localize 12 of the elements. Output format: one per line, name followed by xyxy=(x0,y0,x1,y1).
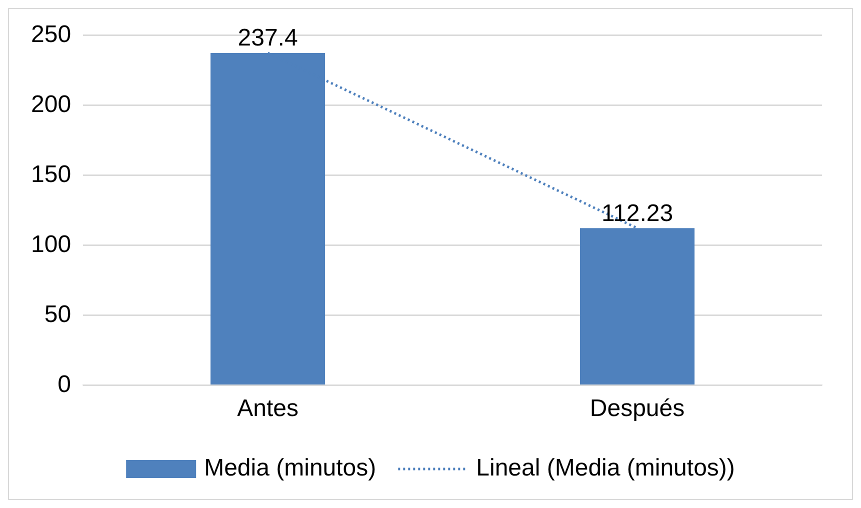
y-tick-label: 0 xyxy=(58,370,72,398)
x-tick-label: Antes xyxy=(237,395,298,422)
data-label: 237.4 xyxy=(238,24,298,52)
x-tick-label: Después xyxy=(590,395,685,422)
data-label: 112.23 xyxy=(601,200,674,227)
y-tick-label: 100 xyxy=(30,230,72,258)
legend-label: Media (minutos) xyxy=(204,454,376,482)
y-tick-label: 250 xyxy=(30,21,72,48)
y-tick-label: 150 xyxy=(30,160,72,188)
y-tick-label: 50 xyxy=(44,300,72,328)
y-tick-label: 200 xyxy=(30,90,72,118)
legend-label: Lineal (Media (minutos)) xyxy=(476,454,735,482)
